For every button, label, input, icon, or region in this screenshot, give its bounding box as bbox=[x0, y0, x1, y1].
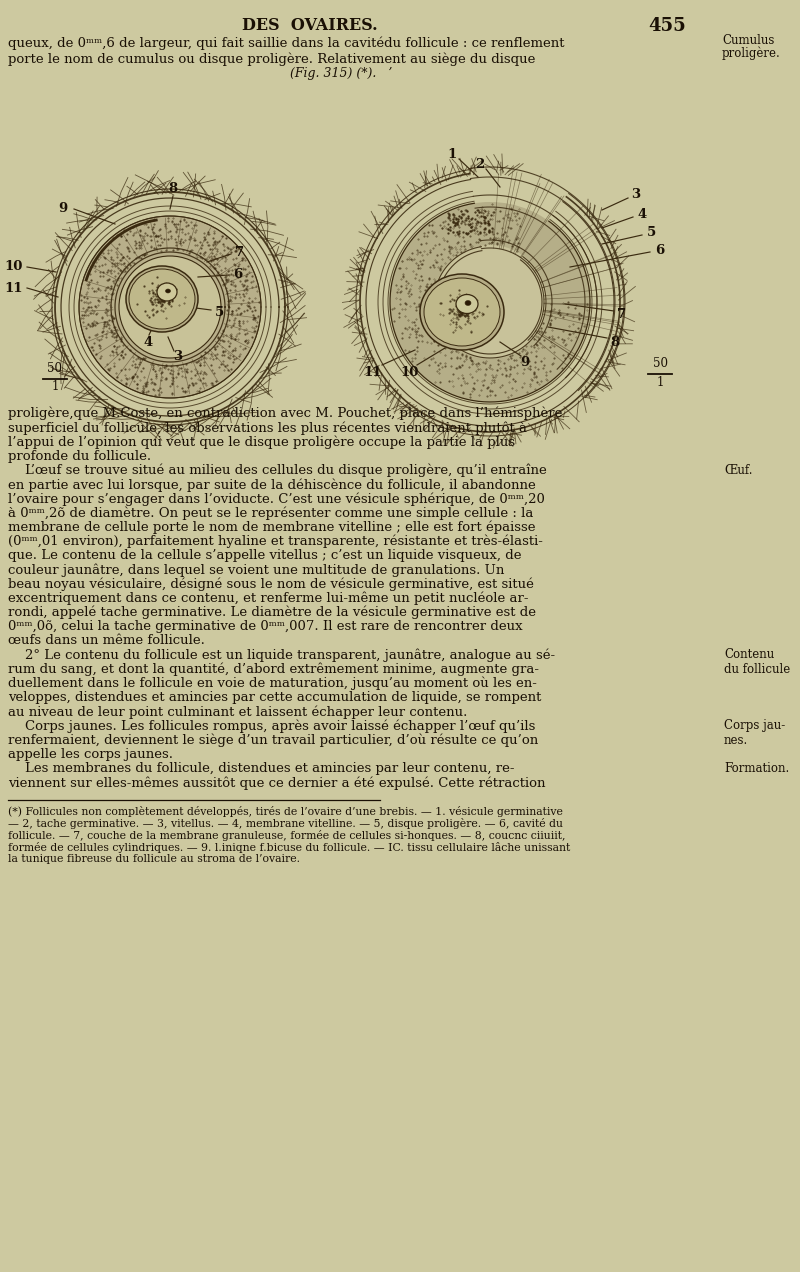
Text: profonde du follicule.: profonde du follicule. bbox=[8, 449, 151, 463]
Text: 7: 7 bbox=[235, 245, 245, 258]
Text: (*) Follicules non complètement développés, tirés de l’ovaire d’une brebis. — 1.: (*) Follicules non complètement développ… bbox=[8, 806, 563, 818]
Text: Corps jaunes. Les follicules rompus, après avoir laissé échapper l’œuf qu’ils: Corps jaunes. Les follicules rompus, apr… bbox=[8, 720, 535, 733]
Text: 11: 11 bbox=[364, 365, 382, 379]
Ellipse shape bbox=[424, 279, 500, 346]
Text: duellement dans le follicule en voie de maturation, jusqu’au moment où les en-: duellement dans le follicule en voie de … bbox=[8, 677, 537, 691]
Text: l’ovaire pour s’engager dans l’oviducte. C’est une vésicule sphérique, de 0ᵐᵐ,20: l’ovaire pour s’engager dans l’oviducte.… bbox=[8, 492, 545, 506]
Text: Contenu: Contenu bbox=[724, 649, 774, 661]
Text: 1: 1 bbox=[51, 380, 58, 393]
Text: Œuf.: Œuf. bbox=[724, 464, 753, 477]
Text: superficiel du follicule, les observations les plus récentes viendraient plutôt : superficiel du follicule, les observatio… bbox=[8, 421, 527, 435]
Text: porte le nom de cumulus ou disque proligère. Relativement au siège du disque: porte le nom de cumulus ou disque prolig… bbox=[8, 52, 535, 65]
Text: DES  OVAIRES.: DES OVAIRES. bbox=[242, 17, 378, 34]
Text: à 0ᵐᵐ,2õ de diamètre. On peut se le représenter comme une simple cellule : la: à 0ᵐᵐ,2õ de diamètre. On peut se le repr… bbox=[8, 506, 534, 520]
Text: 5: 5 bbox=[647, 225, 657, 239]
Text: appelle les corps jaunes.: appelle les corps jaunes. bbox=[8, 748, 173, 761]
Ellipse shape bbox=[157, 282, 177, 301]
Text: rondi, appelé tache germinative. Le diamètre de la vésicule germinative est de: rondi, appelé tache germinative. Le diam… bbox=[8, 605, 536, 619]
Ellipse shape bbox=[79, 216, 261, 398]
Text: formée de cellules cylindriques. — 9. l.iniqne f.bicuse du follicule. — IC. tiss: formée de cellules cylindriques. — 9. l.… bbox=[8, 842, 570, 852]
Text: Cumulus: Cumulus bbox=[722, 34, 774, 47]
Text: la tunique fibreuse du follicule au stroma de l’ovaire.: la tunique fibreuse du follicule au stro… bbox=[8, 854, 300, 864]
Text: 4: 4 bbox=[638, 207, 646, 220]
Text: proligère,que M.Coste, en contradiction avec M. Pouchet, place dans l’hémisphère: proligère,que M.Coste, en contradiction … bbox=[8, 407, 562, 421]
Text: 3: 3 bbox=[631, 188, 641, 201]
Text: du follicule: du follicule bbox=[724, 663, 790, 675]
Ellipse shape bbox=[456, 295, 478, 313]
Text: que. Le contenu de la cellule s’appelle vitellus ; c’est un liquide visqueux, de: que. Le contenu de la cellule s’appelle … bbox=[8, 550, 522, 562]
Text: renfermaient, deviennent le siège d’un travail particulier, d’où résulte ce qu’o: renfermaient, deviennent le siège d’un t… bbox=[8, 734, 538, 747]
Text: 3: 3 bbox=[174, 351, 182, 364]
Text: queux, de 0ᵐᵐ,6 de largeur, qui fait saillie dans la cavitédu follicule : ce ren: queux, de 0ᵐᵐ,6 de largeur, qui fait sai… bbox=[8, 37, 565, 51]
Text: follicule. — 7, couche de la membrane granuleuse, formée de cellules si-honques.: follicule. — 7, couche de la membrane gr… bbox=[8, 831, 566, 841]
Text: l’appui de l’opinion qui veut que le disque proligère occupe la partie la plus: l’appui de l’opinion qui veut que le dis… bbox=[8, 435, 515, 449]
Text: viennent sur elles-mêmes aussitôt que ce dernier a été expulsé. Cette rétraction: viennent sur elles-mêmes aussitôt que ce… bbox=[8, 776, 546, 790]
Text: 10: 10 bbox=[401, 365, 419, 379]
Ellipse shape bbox=[390, 202, 590, 402]
Text: 7: 7 bbox=[618, 308, 626, 321]
Text: 5: 5 bbox=[215, 305, 225, 318]
Text: 0ᵐᵐ,0õ, celui la tache germinative de 0ᵐᵐ,007. Il est rare de rencontrer deux: 0ᵐᵐ,0õ, celui la tache germinative de 0ᵐ… bbox=[8, 619, 522, 633]
Text: 6: 6 bbox=[234, 267, 242, 281]
Text: — 2, tache germinative. — 3, vitellus. — 4, membrane vitelline. — 5, disque prol: — 2, tache germinative. — 3, vitellus. —… bbox=[8, 818, 563, 829]
Text: Formation.: Formation. bbox=[724, 762, 790, 775]
Text: 6: 6 bbox=[655, 243, 665, 257]
Text: 50: 50 bbox=[47, 363, 62, 375]
Text: (Fig. 315) (*).   ’: (Fig. 315) (*). ’ bbox=[290, 67, 392, 80]
Text: œufs dans un même follicule.: œufs dans un même follicule. bbox=[8, 635, 205, 647]
Text: (0ᵐᵐ,01 environ), parfaitement hyaline et transparente, résistante et très-élast: (0ᵐᵐ,01 environ), parfaitement hyaline e… bbox=[8, 534, 543, 548]
Text: couleur jaunâtre, dans lequel se voient une multitude de granulations. Un: couleur jaunâtre, dans lequel se voient … bbox=[8, 563, 504, 576]
Text: 4: 4 bbox=[143, 336, 153, 349]
Text: 2: 2 bbox=[475, 158, 485, 170]
Ellipse shape bbox=[433, 245, 547, 359]
Ellipse shape bbox=[420, 273, 504, 350]
Text: 1: 1 bbox=[447, 148, 457, 160]
Text: Corps jau-: Corps jau- bbox=[724, 720, 786, 733]
Text: proligère.: proligère. bbox=[722, 46, 781, 60]
Text: L’œuf se trouve situé au milieu des cellules du disque proligère, qu’il entraîne: L’œuf se trouve situé au milieu des cell… bbox=[8, 464, 546, 477]
Text: excentriquement dans ce contenu, et renferme lui-même un petit nucléole ar-: excentriquement dans ce contenu, et renf… bbox=[8, 591, 529, 605]
Ellipse shape bbox=[126, 266, 198, 332]
Text: en partie avec lui lorsque, par suite de la déhiscènce du follicule, il abandonn: en partie avec lui lorsque, par suite de… bbox=[8, 478, 536, 491]
Text: beau noyau vésiculaire, désigné sous le nom de vésicule germinative, est situé: beau noyau vésiculaire, désigné sous le … bbox=[8, 577, 534, 591]
Text: Les membranes du follicule, distendues et amincies par leur contenu, re-: Les membranes du follicule, distendues e… bbox=[8, 762, 514, 775]
Text: 1: 1 bbox=[656, 377, 664, 389]
Text: 8: 8 bbox=[169, 182, 178, 196]
Ellipse shape bbox=[129, 268, 195, 329]
Text: nes.: nes. bbox=[724, 734, 748, 747]
Ellipse shape bbox=[119, 256, 221, 357]
Text: 455: 455 bbox=[648, 17, 686, 36]
Text: 10: 10 bbox=[5, 261, 23, 273]
Text: 50: 50 bbox=[653, 357, 667, 370]
Text: 9: 9 bbox=[58, 202, 68, 215]
Text: au niveau de leur point culminant et laissent échapper leur contenu.: au niveau de leur point culminant et lai… bbox=[8, 705, 467, 719]
Text: 2° Le contenu du follicule est un liquide transparent, jaunâtre, analogue au sé-: 2° Le contenu du follicule est un liquid… bbox=[8, 649, 555, 661]
Text: rum du sang, et dont la quantité, d’abord extrêmement minime, augmente gra-: rum du sang, et dont la quantité, d’abor… bbox=[8, 663, 539, 677]
Ellipse shape bbox=[171, 304, 193, 319]
Text: veloppes, distendues et amincies par cette accumulation de liquide, se rompent: veloppes, distendues et amincies par cet… bbox=[8, 691, 542, 703]
Ellipse shape bbox=[465, 300, 471, 305]
Ellipse shape bbox=[166, 289, 170, 293]
Text: membrane de cellule porte le nom de membrane vitelline ; elle est fort épaisse: membrane de cellule porte le nom de memb… bbox=[8, 520, 535, 534]
Text: 11: 11 bbox=[5, 282, 23, 295]
Text: 8: 8 bbox=[610, 336, 619, 349]
Text: 9: 9 bbox=[520, 355, 530, 369]
